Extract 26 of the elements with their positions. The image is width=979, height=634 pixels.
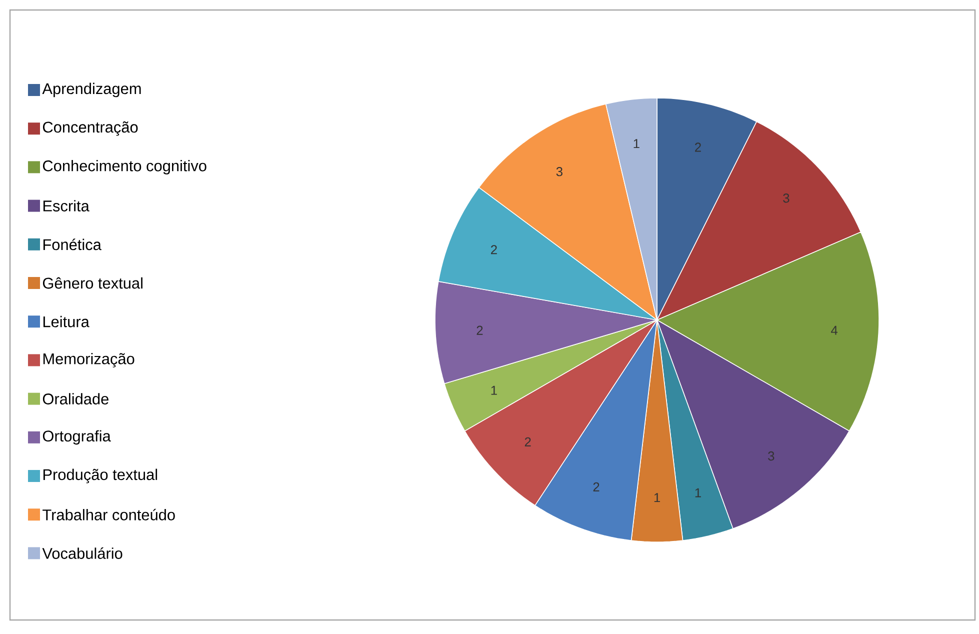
data-label: 2 <box>695 142 701 152</box>
legend-label: Aprendizagem <box>42 82 141 98</box>
data-label: 2 <box>490 245 497 254</box>
legend-label: Leitura <box>43 316 90 328</box>
legend-label: Conhecimento cognitivo <box>42 160 206 174</box>
legend-label: Ortografia <box>42 430 111 445</box>
legend-label: Escrita <box>43 200 90 212</box>
data-label: 3 <box>768 451 774 461</box>
data-label: 2 <box>593 482 600 492</box>
data-label: 4 <box>830 326 838 335</box>
data-label: 3 <box>783 194 790 203</box>
data-label: 1 <box>491 386 497 395</box>
data-label: 2 <box>476 326 483 335</box>
legend-label: Fonética <box>43 238 102 250</box>
legend-label: Concentração <box>42 121 138 136</box>
data-label: 2 <box>524 437 531 446</box>
legend-label: Trabalhar conteúdo <box>42 508 175 520</box>
legend-label: Gênero textual <box>42 277 142 289</box>
data-label: 1 <box>654 493 660 502</box>
legend-label: Oralidade <box>42 393 108 404</box>
legend-label: Memorização <box>43 352 134 368</box>
legend-label: Produção textual <box>43 468 158 484</box>
data-label: 1 <box>695 488 701 498</box>
data-label: 1 <box>634 139 640 148</box>
data-label: 3 <box>556 167 562 176</box>
legend-label: Vocabulário <box>42 547 122 559</box>
